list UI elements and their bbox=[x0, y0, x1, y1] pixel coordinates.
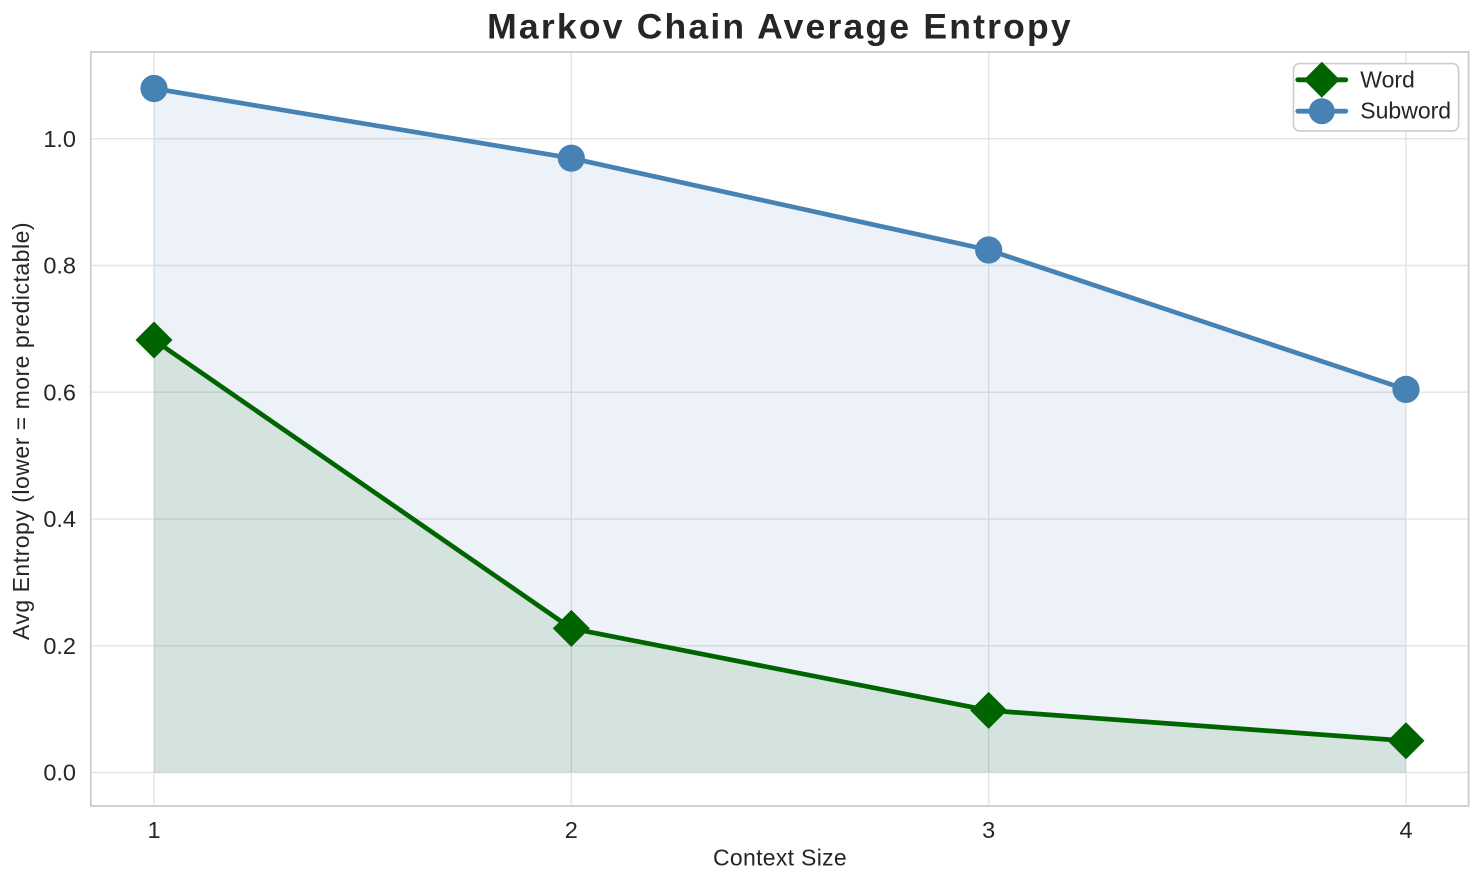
svg-text:0.0: 0.0 bbox=[43, 760, 76, 786]
svg-text:Word: Word bbox=[1360, 67, 1415, 93]
svg-text:2: 2 bbox=[565, 817, 578, 843]
svg-text:0.6: 0.6 bbox=[43, 379, 76, 405]
svg-text:Avg Entropy (lower = more pred: Avg Entropy (lower = more predictable) bbox=[8, 222, 34, 640]
svg-text:0.4: 0.4 bbox=[43, 506, 76, 532]
svg-text:Subword: Subword bbox=[1360, 98, 1451, 124]
svg-text:4: 4 bbox=[1399, 817, 1412, 843]
svg-text:0.8: 0.8 bbox=[43, 253, 76, 279]
svg-text:1.0: 1.0 bbox=[43, 126, 76, 152]
svg-text:3: 3 bbox=[982, 817, 995, 843]
svg-text:Context Size: Context Size bbox=[713, 845, 847, 871]
svg-text:Markov Chain Average Entropy: Markov Chain Average Entropy bbox=[487, 6, 1073, 46]
svg-text:0.2: 0.2 bbox=[43, 633, 76, 659]
svg-text:1: 1 bbox=[147, 817, 160, 843]
